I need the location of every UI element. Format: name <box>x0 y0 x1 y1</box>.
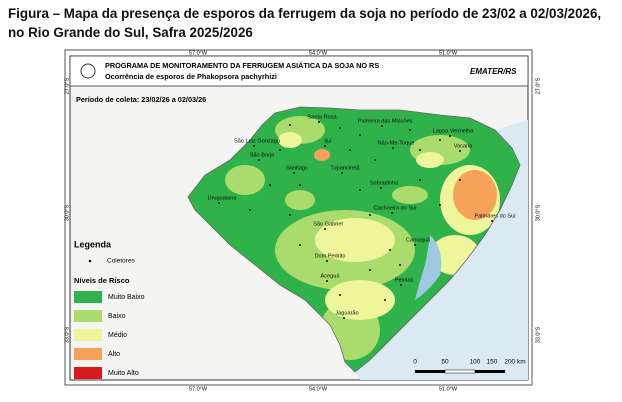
city-label: Não-Me-Toque <box>378 140 415 146</box>
legend-swatch <box>74 310 102 322</box>
longitude-label: 54.0°W <box>309 386 328 392</box>
city-label: Santa Rosa <box>307 114 337 120</box>
city-dot <box>253 145 255 147</box>
state-border <box>187 106 521 373</box>
latitude-label: 27.0°S <box>64 77 70 94</box>
city-label: Pelotas <box>395 277 414 283</box>
city-label: Lagoa Vermelha <box>433 128 475 134</box>
city-dot <box>343 317 345 319</box>
scale-label: 200 km <box>504 359 525 366</box>
legend-swatch <box>74 367 102 379</box>
city-label: São Luiz Gonzaga <box>234 138 281 144</box>
city-label: São Gabriel <box>313 221 343 227</box>
caption: Figura – Mapa da presença de esporos da … <box>8 6 602 40</box>
header-title: PROGRAMA DE MONITORAMENTO DA FERRUGEM AS… <box>105 61 379 70</box>
scale-label: 150 <box>487 359 498 366</box>
city-dot <box>459 150 461 152</box>
city-label: Palmares do Sul <box>474 213 515 219</box>
city-label: Uruguaiana <box>208 195 238 201</box>
legend-label: Muito Baixo <box>108 294 145 301</box>
scale-label: 100 <box>470 359 481 366</box>
longitude-label: 51.0°W <box>439 50 458 56</box>
city-dot <box>392 147 394 149</box>
longitude-label: 57.0°W <box>189 386 208 392</box>
city-dot <box>381 125 383 127</box>
city-label: Ijuí <box>324 138 332 144</box>
city-dot <box>341 172 343 174</box>
legend-swatch <box>74 348 102 360</box>
city-label: São Borja <box>250 152 275 158</box>
outer-frame <box>64 49 533 386</box>
city-label: Aceguá <box>321 273 341 279</box>
city-label: Jaguarão <box>335 310 358 316</box>
legend-label: Alto <box>108 351 120 358</box>
city-dot <box>391 212 393 214</box>
legend-collectors: Coletores <box>107 258 136 265</box>
city-dot <box>324 145 326 147</box>
legend-title: Legenda <box>74 239 112 249</box>
city-label: Sobradinho <box>370 180 399 186</box>
city-label: Cachoeira do Sul <box>374 205 417 211</box>
scale-label: 50 <box>441 359 449 366</box>
city-dot <box>449 135 451 137</box>
city-label: Palmeira das Missões <box>358 118 413 124</box>
city-dot <box>380 187 382 189</box>
latitude-label: 33.0°S <box>535 326 541 343</box>
city-dot <box>293 172 295 174</box>
latitude-label: 30.0°S <box>535 204 541 221</box>
latitude-label: 33.0°S <box>64 326 70 343</box>
scale-label: 0 <box>413 359 417 366</box>
city-dot <box>318 121 320 123</box>
legend-label: Muito Alto <box>108 370 139 377</box>
legend-swatch <box>74 329 102 341</box>
city-label: Tupanciretã <box>330 165 360 171</box>
city-dot <box>258 159 260 161</box>
header-subtitle: Ocorrência de esporos de Phakopsora pach… <box>105 72 277 81</box>
city-label: Santiago <box>286 165 308 171</box>
city-dot <box>491 220 493 222</box>
city-dot <box>324 228 326 230</box>
scale-bar <box>415 369 505 374</box>
legend-collector-dot <box>88 259 92 263</box>
legend-label: Médio <box>108 332 127 339</box>
city-label: Dom Pedrito <box>314 253 345 259</box>
city-dot <box>414 244 416 246</box>
city-dot <box>218 202 220 204</box>
legend-label: Baixo <box>108 313 126 320</box>
logo: EMATER/RS <box>470 67 517 76</box>
legend-swatch <box>74 291 102 303</box>
legend-levels-title: Níveis de Risco <box>74 276 130 285</box>
collectors <box>249 124 461 301</box>
city-label: Vacaria <box>454 143 473 149</box>
latitude-label: 27.0°S <box>535 77 541 94</box>
ocean <box>355 120 528 380</box>
city-dot <box>400 284 402 286</box>
latitude-label: 30.0°S <box>64 204 70 221</box>
compass <box>80 63 96 79</box>
header-box <box>69 55 529 87</box>
period: Período de coleta: 23/02/26 a 02/03/26 <box>76 95 206 104</box>
longitude-label: 54.0°W <box>309 50 328 56</box>
longitude-label: 57.0°W <box>189 50 208 56</box>
longitude-label: 51.0°W <box>439 386 458 392</box>
city-dot <box>326 280 328 282</box>
city-dot <box>326 260 328 262</box>
city-label: Camaquã <box>406 237 431 243</box>
lagoon <box>415 235 442 300</box>
